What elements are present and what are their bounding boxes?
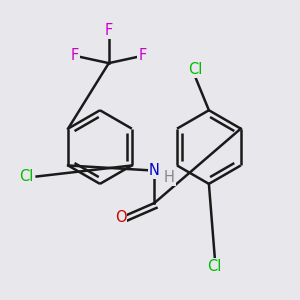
Text: F: F (105, 23, 113, 38)
Text: Cl: Cl (188, 61, 203, 76)
Text: N: N (149, 163, 160, 178)
Text: O: O (115, 210, 126, 225)
Text: Cl: Cl (208, 259, 222, 274)
Text: F: F (71, 48, 79, 63)
Text: F: F (139, 48, 147, 63)
Text: Cl: Cl (19, 169, 34, 184)
Text: H: H (164, 170, 175, 185)
